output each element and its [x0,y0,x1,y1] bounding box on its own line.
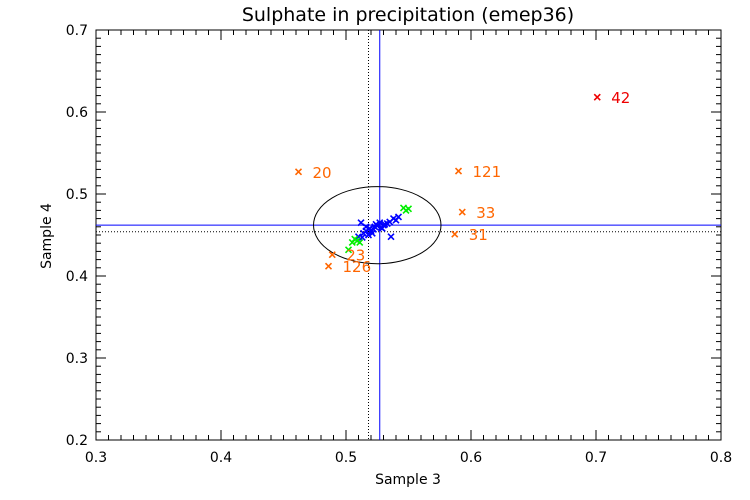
x-tick-label: 0.4 [210,450,232,466]
x-tick-label: 0.8 [710,450,732,466]
point-label: 33 [476,204,495,222]
y-tick-label: 0.4 [66,269,88,285]
point-main [364,231,373,239]
point-secondary [356,238,364,246]
point-outliers [294,168,303,176]
point-label: 23 [346,247,365,265]
point-main [362,223,370,231]
point-label: 31 [469,226,488,244]
point-outliers [328,251,336,259]
point-outliers [451,230,459,238]
point-main [358,233,366,242]
point-main [376,219,384,227]
point-label: 126 [343,258,372,276]
chart-title: Sulphate in precipitation (emep36) [242,4,574,26]
point-label: 20 [313,164,332,182]
point-main [387,233,395,241]
x-tick-label: 0.6 [460,450,482,466]
point-main [378,224,386,233]
point-secondary [344,246,353,254]
point-main [394,213,403,221]
point-outliers [458,208,466,216]
point-outliers [324,262,333,270]
point-extreme [593,93,601,101]
data-points [294,93,601,270]
confidence-ellipse [313,186,442,265]
x-tick-label: 0.3 [85,450,107,466]
point-secondary [404,205,413,213]
x-axis-label: Sample 3 [375,472,441,488]
point-label: 121 [473,163,502,181]
point-main [368,229,376,237]
y-tick-label: 0.5 [66,187,88,203]
y-tick-label: 0.7 [66,23,88,39]
x-tick-label: 0.7 [585,450,607,466]
y-tick-label: 0.2 [66,433,88,449]
point-label: 42 [611,89,630,107]
x-tick-label: 0.5 [335,450,357,466]
y-tick-label: 0.3 [66,351,88,367]
axis-ticks: 0.3 0.4 0.5 0.6 0.7 0.80.20.30.40.50.60.7 [66,23,732,466]
point-outliers [454,167,463,175]
y-tick-label: 0.6 [66,105,88,121]
y-axis-label: Sample 4 [39,203,55,269]
